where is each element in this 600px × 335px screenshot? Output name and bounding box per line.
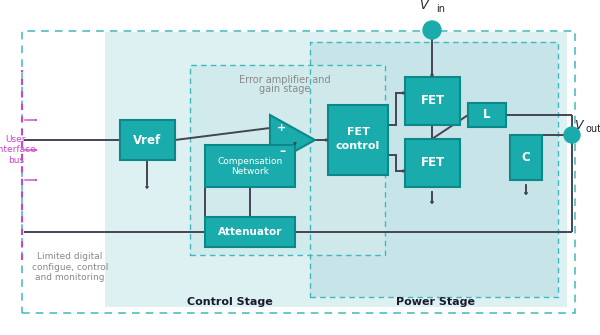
Text: Compensation: Compensation [217, 156, 283, 165]
Bar [405, 139, 460, 187]
Bar [205, 145, 295, 187]
Text: Control Stage: Control Stage [187, 297, 273, 307]
Text: gain stage: gain stage [259, 84, 311, 94]
Text: C: C [521, 151, 530, 164]
Bar [405, 77, 460, 125]
Text: in: in [436, 4, 445, 14]
Text: V: V [419, 0, 428, 12]
Text: –: – [279, 145, 285, 158]
Bar [468, 103, 506, 127]
Bar [328, 105, 388, 175]
Text: FET: FET [421, 94, 445, 108]
Text: Power Stage: Power Stage [395, 297, 475, 307]
Bar [510, 135, 542, 180]
Text: out: out [585, 124, 600, 134]
Polygon shape [270, 115, 315, 165]
Bar [205, 217, 295, 247]
Bar [105, 32, 567, 307]
Text: Attenuator: Attenuator [218, 227, 282, 237]
Circle shape [564, 127, 580, 143]
Text: Vref: Vref [133, 134, 161, 146]
Bar [310, 42, 558, 297]
Text: User
interface
bus: User interface bus [0, 135, 37, 165]
Text: FET: FET [347, 127, 370, 137]
Text: Limited digital
configue, control
and monitoring: Limited digital configue, control and mo… [32, 252, 108, 282]
Circle shape [423, 21, 441, 39]
Text: Error amplifier and: Error amplifier and [239, 75, 331, 85]
Bar [310, 42, 558, 297]
Bar [120, 120, 175, 160]
Text: Network: Network [231, 168, 269, 177]
Bar [190, 65, 385, 255]
Text: control: control [336, 141, 380, 151]
Bar [22, 31, 575, 313]
Text: V: V [574, 119, 583, 132]
Text: L: L [483, 109, 491, 122]
Text: FET: FET [421, 156, 445, 170]
Text: +: + [277, 123, 287, 133]
Bar [190, 65, 385, 255]
